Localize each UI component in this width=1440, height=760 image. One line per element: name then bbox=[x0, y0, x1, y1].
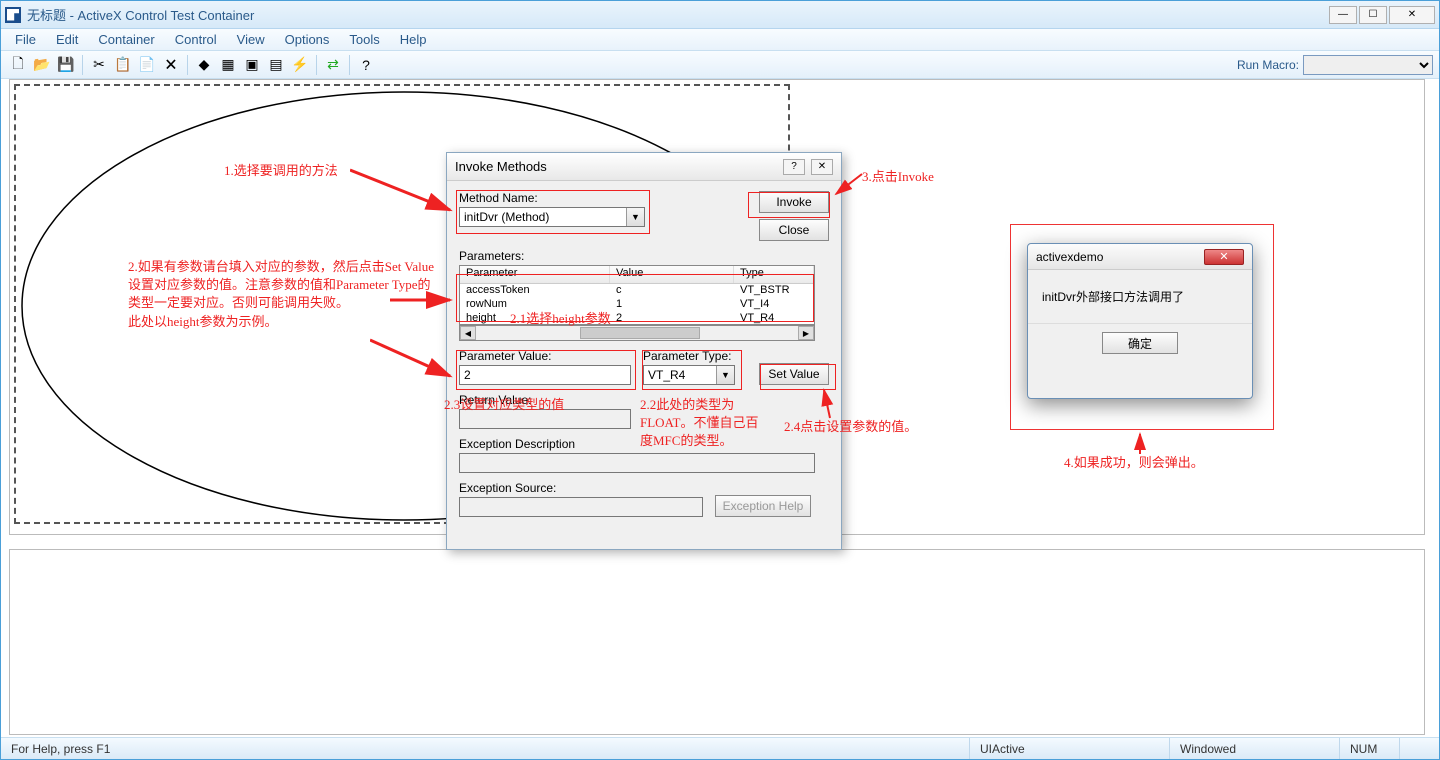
exception-help-button[interactable]: Exception Help bbox=[715, 495, 811, 517]
run-macro-label: Run Macro: bbox=[1237, 58, 1299, 72]
toolbar-separator bbox=[316, 55, 317, 75]
toolbar-separator bbox=[349, 55, 350, 75]
invoke-button[interactable]: Invoke bbox=[759, 191, 829, 213]
help-icon[interactable]: ? bbox=[355, 54, 377, 76]
msgbox-close-button[interactable]: ✕ bbox=[1204, 249, 1244, 265]
table-row[interactable]: rowNum1VT_I4 bbox=[460, 298, 814, 312]
tool-icon[interactable]: ◆ bbox=[193, 54, 215, 76]
col-type: Type bbox=[734, 266, 814, 283]
parameters-label: Parameters: bbox=[459, 249, 829, 263]
exception-src-label: Exception Source: bbox=[459, 481, 703, 495]
tool-icon[interactable]: ⇄ bbox=[322, 54, 344, 76]
param-value-input[interactable]: 2 bbox=[459, 365, 631, 385]
exception-desc-box bbox=[459, 453, 815, 473]
msgbox-annotation-box: activexdemo ✕ initDvr外部接口方法调用了 确定 bbox=[1010, 224, 1274, 430]
msgbox-title: activexdemo bbox=[1036, 250, 1103, 264]
maximize-button[interactable]: ☐ bbox=[1359, 6, 1387, 24]
run-macro: Run Macro: bbox=[1237, 55, 1433, 75]
menu-view[interactable]: View bbox=[227, 30, 275, 49]
parameters-table[interactable]: Parameter Value Type accessTokencVT_BSTR… bbox=[459, 265, 815, 325]
scroll-thumb[interactable] bbox=[580, 327, 700, 339]
status-windowed: Windowed bbox=[1169, 738, 1339, 759]
table-row[interactable]: accessTokencVT_BSTR bbox=[460, 284, 814, 298]
window-controls: — ☐ ✕ bbox=[1329, 6, 1435, 24]
col-parameter: Parameter bbox=[460, 266, 610, 283]
toolbar-separator bbox=[82, 55, 83, 75]
msgbox-titlebar: activexdemo ✕ bbox=[1028, 244, 1252, 270]
msgbox-text: initDvr外部接口方法调用了 bbox=[1028, 270, 1252, 323]
table-row[interactable]: height2VT_R4 bbox=[460, 312, 814, 326]
col-value: Value bbox=[610, 266, 734, 283]
return-value-label: Return Value: bbox=[459, 393, 829, 407]
status-help: For Help, press F1 bbox=[1, 738, 969, 759]
menu-tools[interactable]: Tools bbox=[339, 30, 389, 49]
invoke-methods-dialog: Invoke Methods ? ✕ Method Name: initDvr … bbox=[446, 152, 842, 550]
method-name-combo[interactable]: initDvr (Method) ▼ bbox=[459, 207, 645, 227]
menu-help[interactable]: Help bbox=[390, 30, 437, 49]
tool-icon[interactable]: ▤ bbox=[265, 54, 287, 76]
menu-control[interactable]: Control bbox=[165, 30, 227, 49]
param-type-combo[interactable]: VT_R4 ▼ bbox=[643, 365, 735, 385]
app-icon bbox=[5, 7, 21, 23]
dialog-help-button[interactable]: ? bbox=[783, 159, 805, 175]
window-title: 无标题 - ActiveX Control Test Container bbox=[27, 5, 254, 24]
chevron-down-icon[interactable]: ▼ bbox=[716, 366, 734, 384]
open-icon[interactable]: 📂 bbox=[31, 54, 53, 76]
message-box: activexdemo ✕ initDvr外部接口方法调用了 确定 bbox=[1027, 243, 1253, 399]
minimize-button[interactable]: — bbox=[1329, 6, 1357, 24]
param-value-label: Parameter Value: bbox=[459, 349, 631, 363]
statusbar: For Help, press F1 UIActive Windowed NUM bbox=[1, 737, 1439, 759]
menubar: File Edit Container Control View Options… bbox=[1, 29, 1439, 51]
close-button[interactable]: Close bbox=[759, 219, 829, 241]
status-active: UIActive bbox=[969, 738, 1169, 759]
cut-icon[interactable]: ✂ bbox=[88, 54, 110, 76]
menu-file[interactable]: File bbox=[5, 30, 46, 49]
save-icon[interactable]: 💾 bbox=[55, 54, 77, 76]
menu-container[interactable]: Container bbox=[88, 30, 164, 49]
copy-icon[interactable]: 📋 bbox=[112, 54, 134, 76]
titlebar: 无标题 - ActiveX Control Test Container — ☐… bbox=[1, 1, 1439, 29]
set-value-button[interactable]: Set Value bbox=[759, 363, 829, 385]
menu-options[interactable]: Options bbox=[275, 30, 340, 49]
return-value-box bbox=[459, 409, 631, 429]
exception-src-box bbox=[459, 497, 703, 517]
tool-icon[interactable]: ⚡ bbox=[289, 54, 311, 76]
msgbox-ok-button[interactable]: 确定 bbox=[1102, 332, 1178, 354]
scroll-right-icon[interactable]: ▶ bbox=[798, 326, 814, 340]
horizontal-scrollbar[interactable]: ◀ ▶ bbox=[459, 325, 815, 341]
new-icon[interactable]: 🗋 bbox=[7, 54, 29, 76]
exception-desc-label: Exception Description bbox=[459, 437, 829, 451]
menu-edit[interactable]: Edit bbox=[46, 30, 88, 49]
dialog-title: Invoke Methods bbox=[455, 159, 547, 174]
status-spacer bbox=[1399, 738, 1439, 759]
scroll-left-icon[interactable]: ◀ bbox=[460, 326, 476, 340]
output-pane[interactable] bbox=[9, 549, 1425, 735]
tool-icon[interactable]: ▣ bbox=[241, 54, 263, 76]
param-type-label: Parameter Type: bbox=[643, 349, 735, 363]
run-macro-select[interactable] bbox=[1303, 55, 1433, 75]
toolbar-separator bbox=[187, 55, 188, 75]
method-name-value: initDvr (Method) bbox=[464, 210, 549, 224]
dialog-close-button[interactable]: ✕ bbox=[811, 159, 833, 175]
paste-icon[interactable]: 📄 bbox=[136, 54, 158, 76]
toolbar: 🗋 📂 💾 ✂ 📋 📄 🗙 ◆ ▦ ▣ ▤ ⚡ ⇄ ? Run Macro: bbox=[1, 51, 1439, 79]
close-button[interactable]: ✕ bbox=[1389, 6, 1435, 24]
delete-icon[interactable]: 🗙 bbox=[160, 54, 182, 76]
chevron-down-icon[interactable]: ▼ bbox=[626, 208, 644, 226]
tool-icon[interactable]: ▦ bbox=[217, 54, 239, 76]
dialog-titlebar: Invoke Methods ? ✕ bbox=[447, 153, 841, 181]
status-num: NUM bbox=[1339, 738, 1399, 759]
method-name-label: Method Name: bbox=[459, 191, 645, 205]
